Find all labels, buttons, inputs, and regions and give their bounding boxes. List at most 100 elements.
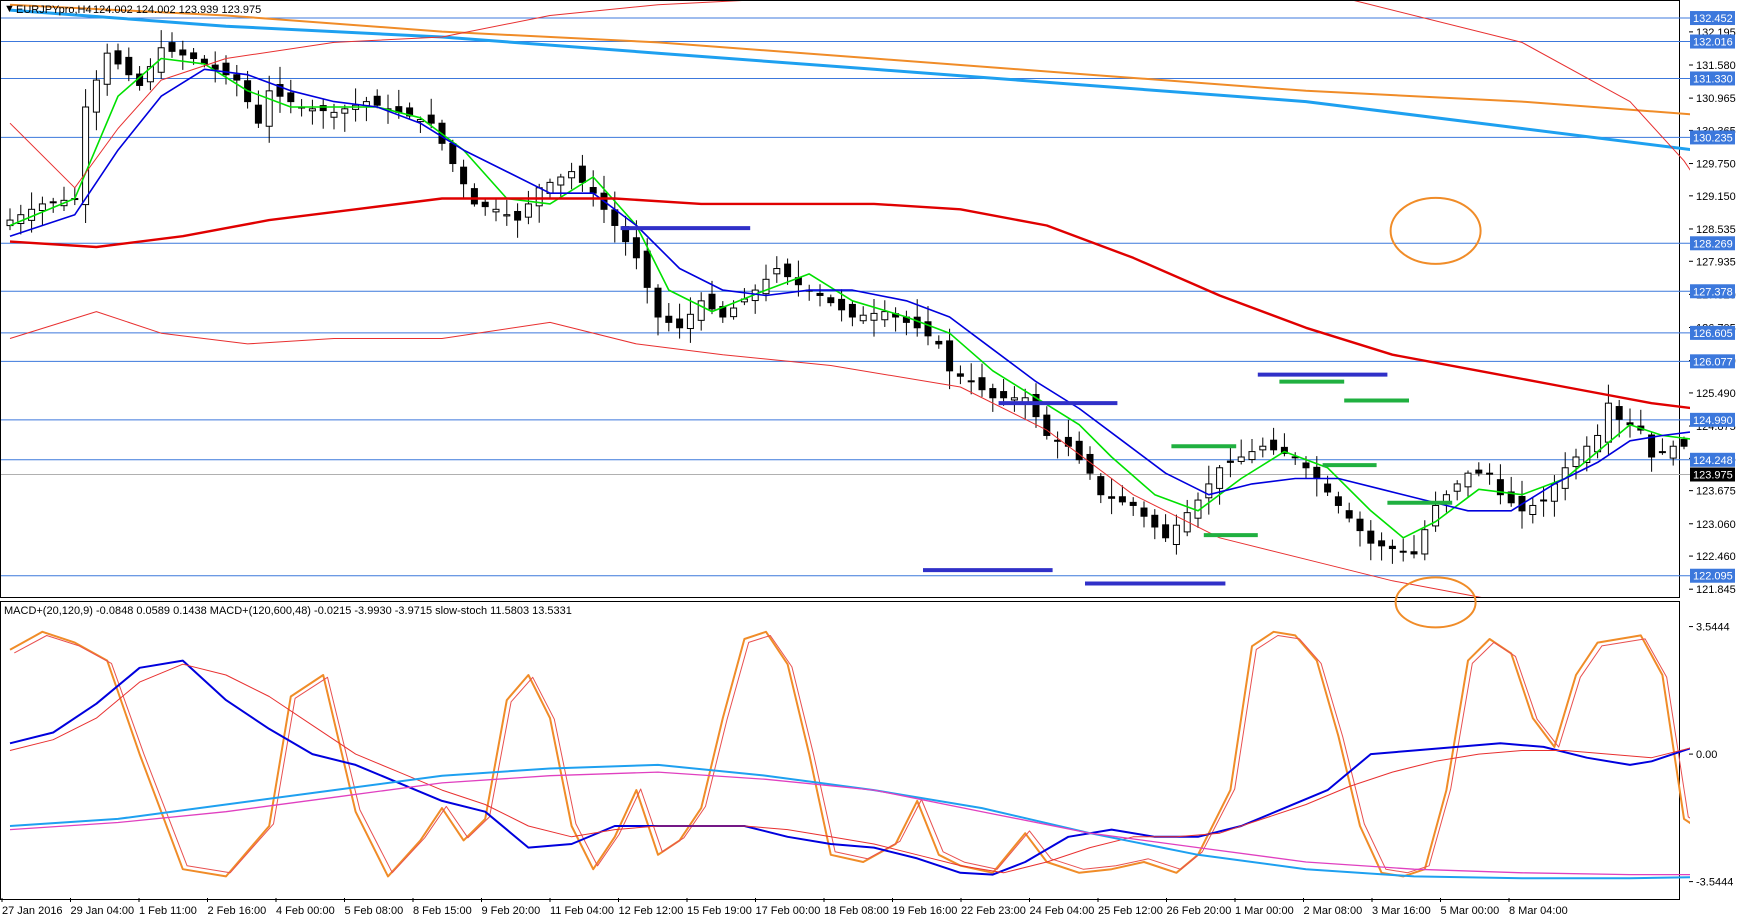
candle-body xyxy=(730,307,738,318)
candle-body xyxy=(1540,499,1548,502)
candle-body xyxy=(1604,402,1612,443)
price-tick-label: 123.675 xyxy=(1696,486,1736,498)
ohlc-readout: 124.002 124.002 123.939 123.975 xyxy=(93,4,261,16)
candle-body xyxy=(6,219,14,227)
candle-body xyxy=(1043,414,1051,436)
candle-body xyxy=(568,171,576,179)
oscillator-chart[interactable] xyxy=(9,630,1739,880)
candle-body xyxy=(1097,476,1105,496)
candle-body xyxy=(632,237,640,259)
osc-tick-label: 0.00 xyxy=(1696,749,1717,761)
candle-body xyxy=(341,108,349,114)
candle-body xyxy=(503,214,511,217)
candle-body xyxy=(157,47,165,73)
current-price-tag xyxy=(1690,467,1735,482)
menu-arrow-icon[interactable]: ▼ xyxy=(4,3,15,15)
time-tick-label: 2 Feb 16:00 xyxy=(208,905,267,917)
level-tag xyxy=(1690,452,1735,467)
candle-body xyxy=(848,303,856,318)
time-tick-label: 5 Feb 08:00 xyxy=(345,905,404,917)
candle-body xyxy=(578,165,586,183)
time-tick-label: 12 Feb 12:00 xyxy=(619,905,684,917)
level-tag-label: 122.095 xyxy=(1693,571,1733,583)
candle-body xyxy=(179,49,187,56)
candle-body xyxy=(319,105,327,112)
time-tick-label: 3 Mar 16:00 xyxy=(1372,905,1431,917)
candle-body xyxy=(514,210,522,221)
candle-body xyxy=(654,287,662,318)
candle-body xyxy=(1334,496,1342,506)
candle-body xyxy=(816,292,824,296)
candle-body xyxy=(146,66,154,83)
candle-body xyxy=(481,201,489,208)
candle-body xyxy=(1313,466,1321,480)
candle-body xyxy=(1356,518,1364,532)
candle-body xyxy=(870,312,878,321)
time-tick-label: 25 Feb 12:00 xyxy=(1098,905,1163,917)
candle-body xyxy=(643,250,651,288)
candle-body xyxy=(946,340,954,372)
candle-body xyxy=(1086,453,1094,474)
level-tag xyxy=(1690,568,1735,583)
candle-body xyxy=(1010,397,1018,401)
time-tick-label: 19 Feb 16:00 xyxy=(893,905,958,917)
candle-body xyxy=(762,278,770,295)
candle-body xyxy=(460,166,468,185)
candle-body xyxy=(1216,467,1224,489)
series-red-ma xyxy=(9,197,1690,410)
candle-body xyxy=(589,186,597,194)
series-thin-red-lower xyxy=(9,311,1482,597)
series-blue-ma xyxy=(9,68,1690,512)
candle-body xyxy=(1648,434,1656,458)
time-tick-label: 26 Feb 20:00 xyxy=(1167,905,1232,917)
candle-body xyxy=(1583,445,1591,463)
candle-body xyxy=(449,143,457,165)
osc-stoch-signal xyxy=(14,635,1690,874)
candle-body xyxy=(287,92,295,103)
candle-body xyxy=(1669,445,1677,459)
level-tag xyxy=(1690,325,1735,340)
candle-body xyxy=(222,62,230,76)
candle-body xyxy=(1032,393,1040,418)
candle-body xyxy=(935,340,943,345)
level-tag xyxy=(1690,34,1735,49)
level-tag-label: 124.248 xyxy=(1693,455,1733,467)
price-chart[interactable] xyxy=(0,0,1739,613)
series-green-ma xyxy=(9,57,1690,539)
osc-tick-label: -3.5444 xyxy=(1696,877,1733,889)
candle-body xyxy=(82,106,90,206)
symbol-title: EURJPYpro,H4 xyxy=(16,4,92,16)
indicator-header: MACD+(20,120,9) -0.0848 0.0589 0.1438 MA… xyxy=(4,605,572,617)
price-tick-label: 127.935 xyxy=(1696,256,1736,268)
osc-pink-macd xyxy=(9,771,1690,876)
price-tick-label: 128.535 xyxy=(1696,224,1736,236)
candle-body xyxy=(1140,507,1148,517)
candle-body xyxy=(924,321,932,337)
candle-body xyxy=(1345,510,1353,519)
level-tag xyxy=(1690,412,1735,427)
oscillator-panel-frame xyxy=(0,601,1680,900)
candle-body xyxy=(1075,440,1083,461)
candle-body xyxy=(1280,446,1288,454)
candle-body xyxy=(827,297,835,304)
candle-body xyxy=(557,176,565,186)
candle-body xyxy=(1388,545,1396,550)
candle-body xyxy=(978,377,986,391)
candle-body xyxy=(1108,496,1116,499)
level-tag xyxy=(1690,130,1735,145)
candle-body xyxy=(1259,445,1267,451)
time-tick-label: 11 Feb 04:00 xyxy=(550,905,614,917)
candle-body xyxy=(773,268,781,275)
candle-body xyxy=(470,188,478,205)
candle-body xyxy=(276,84,284,97)
candle-body xyxy=(1162,524,1170,539)
candle-body xyxy=(1000,391,1008,399)
candle-body xyxy=(1118,496,1126,503)
candle-body xyxy=(1475,469,1483,474)
time-tick-label: 24 Feb 04:00 xyxy=(1030,905,1095,917)
candle-body xyxy=(1507,491,1515,504)
level-tag-label: 130.235 xyxy=(1693,132,1733,144)
candle-body xyxy=(697,300,705,321)
candle-body xyxy=(1302,462,1310,469)
osc-tick-label: 3.5444 xyxy=(1696,622,1730,634)
